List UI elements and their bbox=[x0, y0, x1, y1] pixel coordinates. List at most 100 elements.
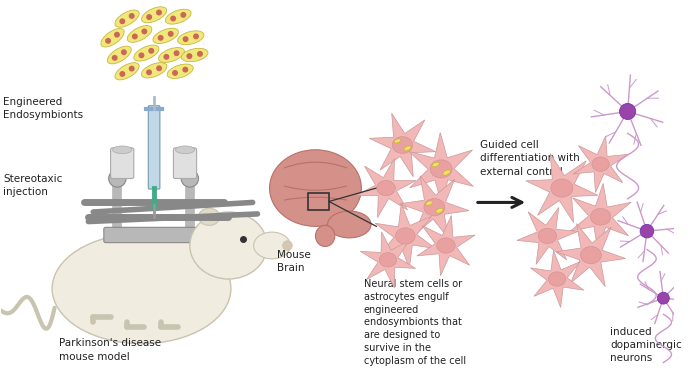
Circle shape bbox=[147, 15, 152, 19]
Circle shape bbox=[109, 170, 126, 187]
Circle shape bbox=[174, 51, 179, 55]
Circle shape bbox=[173, 71, 177, 75]
Circle shape bbox=[129, 66, 134, 71]
Polygon shape bbox=[574, 136, 628, 192]
Ellipse shape bbox=[166, 9, 191, 24]
Circle shape bbox=[120, 19, 125, 23]
Ellipse shape bbox=[107, 46, 132, 64]
FancyBboxPatch shape bbox=[111, 148, 134, 179]
Text: Parkinson's disease
mouse model: Parkinson's disease mouse model bbox=[59, 338, 161, 362]
Polygon shape bbox=[570, 183, 631, 250]
Ellipse shape bbox=[52, 234, 231, 344]
Text: Mouse
Brain: Mouse Brain bbox=[277, 250, 310, 273]
FancyBboxPatch shape bbox=[173, 148, 196, 179]
Circle shape bbox=[129, 14, 134, 18]
Ellipse shape bbox=[175, 146, 195, 154]
Ellipse shape bbox=[377, 181, 395, 196]
Circle shape bbox=[106, 38, 111, 43]
Ellipse shape bbox=[141, 7, 166, 23]
Polygon shape bbox=[370, 113, 436, 177]
Circle shape bbox=[132, 34, 137, 39]
Polygon shape bbox=[356, 159, 416, 218]
Ellipse shape bbox=[590, 208, 610, 225]
Ellipse shape bbox=[115, 10, 139, 27]
Ellipse shape bbox=[436, 238, 455, 253]
Circle shape bbox=[113, 55, 117, 60]
Circle shape bbox=[183, 67, 188, 72]
Polygon shape bbox=[530, 251, 584, 308]
Ellipse shape bbox=[153, 28, 178, 44]
Ellipse shape bbox=[177, 31, 204, 45]
Text: Engineered
Endosymbionts: Engineered Endosymbionts bbox=[3, 97, 84, 121]
Circle shape bbox=[142, 29, 147, 33]
Ellipse shape bbox=[432, 162, 439, 167]
Ellipse shape bbox=[548, 272, 566, 286]
Ellipse shape bbox=[115, 63, 139, 80]
Circle shape bbox=[640, 224, 654, 238]
Ellipse shape bbox=[443, 170, 450, 175]
FancyBboxPatch shape bbox=[148, 106, 160, 189]
Ellipse shape bbox=[592, 157, 609, 171]
Ellipse shape bbox=[328, 211, 371, 238]
Ellipse shape bbox=[394, 139, 401, 143]
Polygon shape bbox=[517, 208, 578, 264]
Ellipse shape bbox=[424, 199, 445, 216]
Text: Guided cell
differentiation with
external control: Guided cell differentiation with externa… bbox=[480, 140, 580, 177]
Ellipse shape bbox=[198, 208, 220, 225]
Polygon shape bbox=[375, 204, 436, 268]
Circle shape bbox=[164, 55, 168, 59]
Circle shape bbox=[187, 54, 191, 59]
Ellipse shape bbox=[393, 137, 413, 153]
Circle shape bbox=[115, 32, 119, 37]
Circle shape bbox=[157, 66, 161, 70]
Ellipse shape bbox=[159, 48, 184, 62]
Circle shape bbox=[283, 241, 292, 250]
Ellipse shape bbox=[395, 228, 416, 244]
Text: Stereotaxic
injection: Stereotaxic injection bbox=[3, 174, 63, 197]
Ellipse shape bbox=[538, 228, 557, 244]
Circle shape bbox=[139, 53, 143, 58]
Circle shape bbox=[120, 72, 125, 76]
Circle shape bbox=[183, 37, 188, 42]
Circle shape bbox=[159, 36, 163, 40]
Ellipse shape bbox=[190, 212, 267, 279]
Circle shape bbox=[149, 49, 154, 53]
Circle shape bbox=[157, 10, 161, 15]
Polygon shape bbox=[409, 132, 473, 205]
Circle shape bbox=[181, 13, 186, 17]
Polygon shape bbox=[400, 176, 469, 239]
Text: induced
dopaminergic
neurons: induced dopaminergic neurons bbox=[610, 327, 682, 363]
Polygon shape bbox=[361, 232, 416, 288]
Circle shape bbox=[122, 50, 126, 54]
Ellipse shape bbox=[127, 25, 152, 42]
Ellipse shape bbox=[430, 160, 452, 178]
Polygon shape bbox=[526, 154, 598, 223]
Ellipse shape bbox=[167, 64, 193, 79]
FancyBboxPatch shape bbox=[104, 227, 205, 243]
Ellipse shape bbox=[141, 63, 167, 78]
Circle shape bbox=[181, 170, 198, 187]
Ellipse shape bbox=[379, 253, 397, 267]
Text: Neural stem cells or
astrocytes engulf
engineered
endosymbionts that
are designe: Neural stem cells or astrocytes engulf e… bbox=[364, 279, 466, 366]
Ellipse shape bbox=[580, 246, 601, 264]
Ellipse shape bbox=[253, 232, 290, 259]
Circle shape bbox=[147, 70, 151, 75]
Ellipse shape bbox=[551, 179, 573, 197]
Circle shape bbox=[171, 16, 175, 21]
Ellipse shape bbox=[404, 146, 411, 151]
Ellipse shape bbox=[269, 150, 361, 226]
Circle shape bbox=[168, 32, 173, 36]
Circle shape bbox=[198, 52, 203, 56]
Ellipse shape bbox=[315, 225, 335, 246]
Ellipse shape bbox=[436, 208, 443, 213]
Ellipse shape bbox=[426, 201, 432, 205]
Polygon shape bbox=[417, 215, 475, 276]
Circle shape bbox=[619, 104, 635, 119]
Ellipse shape bbox=[113, 146, 132, 154]
Ellipse shape bbox=[101, 28, 124, 47]
Circle shape bbox=[193, 34, 198, 39]
Polygon shape bbox=[556, 224, 626, 286]
Ellipse shape bbox=[182, 48, 208, 62]
Ellipse shape bbox=[134, 45, 159, 61]
Circle shape bbox=[658, 292, 670, 304]
